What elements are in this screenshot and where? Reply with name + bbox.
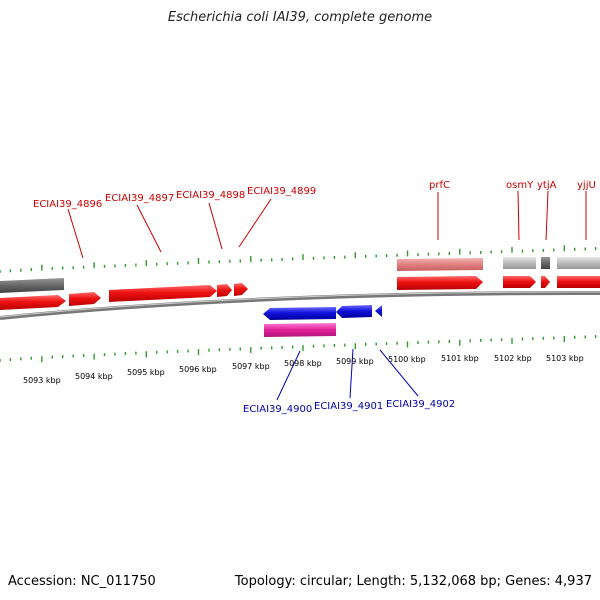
genome-summary-text: Topology: circular; Length: 5,132,068 bp…	[234, 574, 592, 589]
reverse-tick-row	[0, 335, 597, 363]
gene-ecia39-4901-arrow[interactable]	[336, 305, 372, 318]
leader-line-ecia39-4898	[208, 202, 223, 250]
feature-dark-gray-left	[0, 278, 64, 293]
scale-label-5103: 5103 kbp	[546, 354, 584, 363]
genome-backbone	[0, 290, 600, 320]
scale-labels: 5093 kbp 5094 kbp 5095 kbp 5096 kbp 5097…	[23, 354, 584, 385]
scale-label-5094: 5094 kbp	[75, 372, 113, 381]
gene-ecia39-4900-arrow[interactable]	[263, 307, 336, 320]
scale-label-5099: 5099 kbp	[336, 357, 374, 366]
leader-line-osmy	[517, 190, 520, 241]
accession-text: Accession: NC_011750	[8, 574, 156, 589]
feature-gray-osmy	[503, 257, 536, 269]
scale-label-5102: 5102 kbp	[494, 354, 532, 363]
forward-tick-row	[0, 245, 597, 273]
scale-label-5096: 5096 kbp	[179, 365, 217, 374]
leader-line-ecia39-4899	[238, 198, 272, 248]
scale-label-5098: 5098 kbp	[284, 359, 322, 368]
reverse-labels: ECIAI39_4900 ECIAI39_4901 ECIAI39_4902	[243, 348, 455, 415]
scale-label-5097: 5097 kbp	[232, 362, 270, 371]
gene-label-prfc[interactable]: prfC	[429, 180, 450, 191]
feature-rna-prfc	[397, 258, 483, 271]
feature-rna-reverse	[264, 323, 336, 337]
leader-line-ecia39-4900	[276, 350, 301, 401]
leader-line-ecia39-4902	[379, 349, 419, 397]
gene-label-ecia39-4902[interactable]: ECIAI39_4902	[386, 399, 455, 410]
gene-ecia39-4899b-arrow[interactable]	[234, 283, 248, 296]
gene-label-osmy[interactable]: osmY	[506, 180, 534, 191]
feature-gray-yjju	[557, 257, 600, 269]
genome-backbone-highlight	[0, 291, 600, 318]
map-title: Escherichia coli IAI39, complete genome	[167, 10, 433, 25]
feature-dark-ytja	[541, 257, 550, 269]
gene-yjju-arrow[interactable]	[557, 276, 600, 288]
gene-label-yjju[interactable]: yjjU	[577, 180, 596, 191]
scale-label-5101: 5101 kbp	[441, 354, 479, 363]
gene-osmy-arrow[interactable]	[503, 276, 536, 288]
gene-label-ecia39-4896[interactable]: ECIAI39_4896	[33, 199, 102, 210]
leader-line-ytja	[545, 190, 549, 241]
gene-ytja-arrow[interactable]	[541, 276, 550, 288]
scale-label-5093: 5093 kbp	[23, 376, 61, 385]
gene-label-ecia39-4901[interactable]: ECIAI39_4901	[314, 401, 383, 412]
gene-ecia39-4896-arrow[interactable]	[0, 295, 66, 310]
leader-line-ecia39-4896	[67, 208, 84, 259]
leader-line-ecia39-4897	[136, 204, 162, 253]
scale-label-5100: 5100 kbp	[388, 355, 426, 364]
gene-ecia39-4898-arrow[interactable]	[109, 285, 217, 302]
gene-label-ecia39-4900[interactable]: ECIAI39_4900	[243, 404, 312, 415]
gene-label-ecia39-4898[interactable]: ECIAI39_4898	[176, 190, 245, 201]
gene-ecia39-4899a-arrow[interactable]	[217, 284, 232, 297]
gene-label-ecia39-4899[interactable]: ECIAI39_4899	[247, 186, 316, 197]
gene-label-ecia39-4897[interactable]: ECIAI39_4897	[105, 193, 174, 204]
scale-label-5095: 5095 kbp	[127, 368, 165, 377]
gene-ecia39-4897-arrow[interactable]	[69, 292, 101, 306]
gene-label-ytja[interactable]: ytjA	[537, 180, 557, 191]
gene-prfc-arrow[interactable]	[397, 276, 483, 290]
forward-labels: ECIAI39_4896 ECIAI39_4897 ECIAI39_4898 E…	[33, 180, 596, 259]
leader-line-ecia39-4901	[349, 348, 354, 399]
gene-ecia39-4902-arrow[interactable]	[375, 305, 382, 317]
